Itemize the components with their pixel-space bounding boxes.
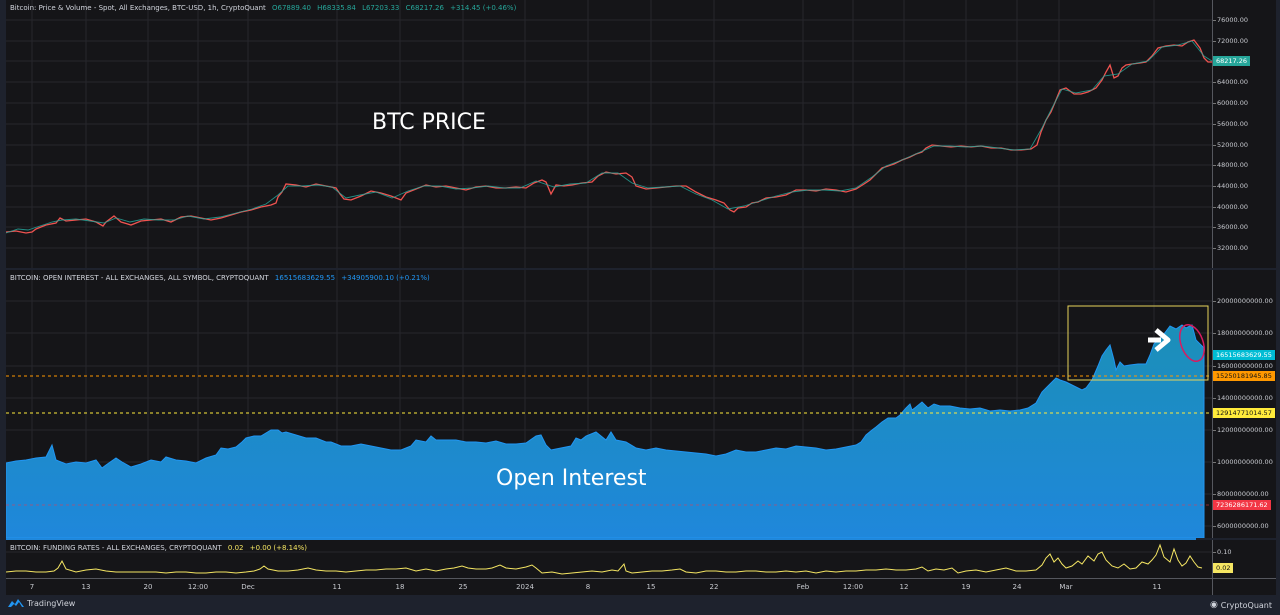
funding-legend: BITCOIN: FUNDING RATES - ALL EXCHANGES, … [10, 544, 311, 552]
cryptoquant-label: CryptoQuant [1220, 600, 1272, 610]
price-high: H68335.84 [317, 4, 356, 12]
price-legend: Bitcoin: Price & Volume - Spot, All Exch… [10, 4, 520, 12]
cryptoquant-logo-icon: ◉ [1209, 600, 1218, 610]
oi-tick: 12000000000.00 [1213, 426, 1273, 434]
tradingview-logo-icon [8, 599, 24, 607]
funding-tick: 0.10 [1212, 548, 1232, 556]
oi-legend-title: BITCOIN: OPEN INTEREST - ALL EXCHANGES, … [10, 274, 269, 282]
time-tick: 24 [1012, 583, 1022, 591]
time-tick: 12 [899, 583, 909, 591]
highlight-box [1067, 305, 1209, 381]
tradingview-brand[interactable]: TradingView [8, 598, 75, 608]
oi-tick: 16000000000.00 [1213, 362, 1273, 370]
price-open: O67889.40 [272, 4, 311, 12]
funding-badge: 0.02 [1213, 563, 1234, 573]
price-low: L67203.33 [362, 4, 400, 12]
oi-legend: BITCOIN: OPEN INTEREST - ALL EXCHANGES, … [10, 274, 434, 282]
funding-legend-title: BITCOIN: FUNDING RATES - ALL EXCHANGES, … [10, 544, 222, 552]
last-price-badge: 68217.26 [1213, 56, 1251, 66]
time-tick: 11 [332, 583, 342, 591]
oi-tick: 18000000000.00 [1213, 329, 1273, 337]
oi-orange-level-badge: 15250181945.85 [1213, 371, 1275, 381]
oi-change: +34905900.10 (+0.21%) [341, 274, 430, 282]
price-change: +314.45 (+0.46%) [450, 4, 517, 12]
time-tick: 15 [646, 583, 656, 591]
time-tick: 11 [1152, 583, 1162, 591]
cryptoquant-brand[interactable]: ◉ CryptoQuant [1210, 600, 1272, 610]
price-tick: 64000.00 [1212, 78, 1249, 86]
oi-axis[interactable]: 20000000000.00 18000000000.00 1651568362… [1212, 270, 1276, 538]
price-tick: 72000.00 [1212, 37, 1249, 45]
axis-corner [1212, 578, 1276, 595]
time-tick: Feb [796, 583, 810, 591]
time-tick: 22 [709, 583, 719, 591]
circle-annotation [1179, 324, 1205, 362]
arrow-annotation [1148, 328, 1171, 352]
funding-chart-svg [6, 543, 1212, 575]
price-axis[interactable]: 76000.00 72000.00 68217.26 64000.00 6000… [1212, 0, 1276, 268]
price-tick: 40000.00 [1212, 203, 1249, 211]
oi-tick: 10000000000.00 [1213, 458, 1273, 466]
time-tick: Mar [1059, 583, 1073, 591]
tradingview-label: TradingView [27, 598, 76, 608]
funding-change: +0.00 (+8.14%) [249, 544, 307, 552]
time-tick: 13 [81, 583, 91, 591]
pane-separator[interactable] [6, 538, 1196, 540]
time-tick: Dec [241, 583, 255, 591]
price-legend-title: Bitcoin: Price & Volume - Spot, All Exch… [10, 4, 266, 12]
time-tick: 12:00 [187, 583, 209, 591]
time-tick: 19 [961, 583, 971, 591]
oi-chart-svg [6, 270, 1212, 538]
price-chart-svg [6, 0, 1212, 268]
funding-axis[interactable]: 0.10 0.02 [1212, 540, 1276, 578]
oi-tick: 6000000000.00 [1213, 522, 1269, 530]
open-interest-annotation: Open Interest [496, 466, 647, 491]
time-tick: 18 [395, 583, 405, 591]
price-tick: 36000.00 [1212, 223, 1249, 231]
oi-value: 16515683629.55 [274, 274, 336, 282]
price-tick: 60000.00 [1212, 99, 1249, 107]
oi-tick: 8000000000.00 [1213, 490, 1269, 498]
price-tick: 44000.00 [1212, 182, 1249, 190]
oi-red-level-badge: 7236286171.62 [1213, 500, 1271, 510]
time-tick: 20 [143, 583, 153, 591]
time-tick: 25 [458, 583, 468, 591]
time-axis[interactable] [6, 578, 1212, 595]
oi-current-badge: 16515683629.55 [1213, 350, 1275, 360]
funding-value: 0.02 [227, 544, 244, 552]
price-tick: 56000.00 [1212, 120, 1249, 128]
funding-rates-pane[interactable]: BITCOIN: FUNDING RATES - ALL EXCHANGES, … [6, 540, 1212, 578]
time-tick: 12:00 [842, 583, 864, 591]
open-interest-pane[interactable]: BITCOIN: OPEN INTEREST - ALL EXCHANGES, … [6, 270, 1212, 538]
time-tick: 2024 [516, 583, 534, 591]
price-tick: 52000.00 [1212, 141, 1249, 149]
oi-tick: 14000000000.00 [1213, 394, 1273, 402]
time-tick: 8 [585, 583, 591, 591]
price-close: C68217.26 [405, 4, 444, 12]
price-tick: 48000.00 [1212, 161, 1249, 169]
oi-yellow-level-badge: 12914771014.57 [1213, 408, 1275, 418]
btc-price-annotation: BTC PRICE [372, 110, 486, 135]
time-tick: 7 [29, 583, 35, 591]
price-tick: 76000.00 [1212, 16, 1249, 24]
price-tick: 32000.00 [1212, 244, 1249, 252]
price-pane[interactable]: Bitcoin: Price & Volume - Spot, All Exch… [6, 0, 1212, 268]
oi-tick: 20000000000.00 [1213, 297, 1273, 305]
